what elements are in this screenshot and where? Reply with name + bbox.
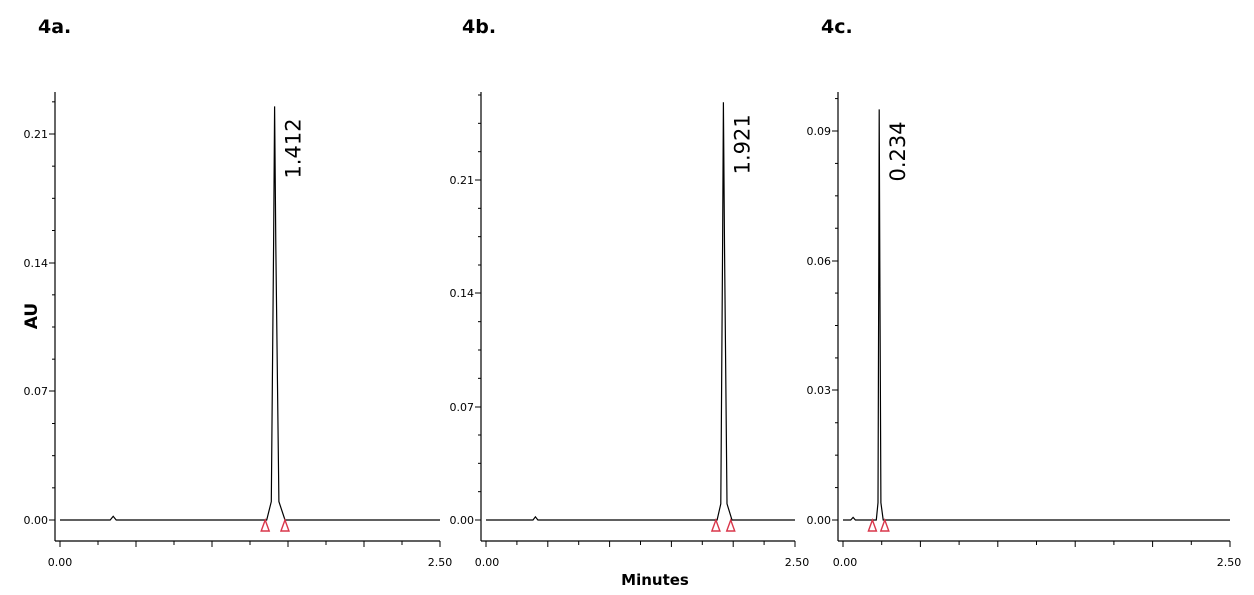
x-tick-label: 0.00 bbox=[48, 556, 73, 569]
x-minor-ticks bbox=[842, 541, 1231, 547]
integration-marker-start bbox=[867, 517, 878, 532]
y-tick-label: 0.07 bbox=[24, 385, 49, 398]
panel-label-4b: 4b. bbox=[462, 16, 496, 38]
y-tick-label: 0.21 bbox=[24, 128, 49, 141]
integration-marker-start bbox=[710, 517, 721, 532]
y-tick-label: 0.00 bbox=[450, 514, 475, 527]
x-tick-label: 2.50 bbox=[428, 556, 453, 569]
panel-label-4a: 4a. bbox=[38, 16, 71, 38]
y-minor-ticks bbox=[478, 94, 481, 493]
panel-4b: 4b. 0.00 0.07 0.14 0.21 0.00 2.50 Minute… bbox=[450, 16, 810, 589]
integration-marker-start bbox=[260, 517, 271, 532]
x-tick-label: 2.50 bbox=[785, 556, 810, 569]
y-tick-label: 0.00 bbox=[807, 514, 832, 527]
y-minor-ticks bbox=[835, 98, 838, 489]
x-tick-label: 2.50 bbox=[1217, 556, 1242, 569]
y-tick-label: 0.06 bbox=[807, 255, 832, 268]
peak-retention-label: 1.921 bbox=[730, 114, 754, 174]
y-tick-label: 0.14 bbox=[450, 287, 475, 300]
y-tick-label: 0.21 bbox=[450, 174, 475, 187]
y-tick-label: 0.07 bbox=[450, 401, 475, 414]
y-tick-label: 0.14 bbox=[24, 257, 49, 270]
x-minor-ticks bbox=[59, 541, 441, 547]
integration-marker-end bbox=[279, 517, 290, 532]
chromatogram-trace bbox=[486, 102, 795, 521]
panel-label-4c: 4c. bbox=[821, 16, 853, 38]
integration-marker-end bbox=[725, 517, 736, 532]
y-tick-label: 0.00 bbox=[24, 514, 49, 527]
integration-marker-end bbox=[879, 517, 890, 532]
peak-retention-label: 1.412 bbox=[282, 118, 306, 178]
y-axis-title: AU bbox=[22, 303, 42, 329]
y-minor-ticks bbox=[52, 101, 55, 489]
chromatogram-trace bbox=[843, 109, 1230, 521]
x-tick-label: 0.00 bbox=[833, 556, 858, 569]
panel-4a: 4a. AU 0.00 0.07 0.14 0.21 0.00 2.50 1.4… bbox=[22, 16, 452, 569]
chromatogram-trace bbox=[60, 106, 440, 521]
x-minor-ticks bbox=[485, 541, 796, 547]
y-tick-label: 0.09 bbox=[807, 125, 832, 138]
x-axis-title: Minutes bbox=[621, 571, 689, 589]
y-tick-label: 0.03 bbox=[807, 384, 832, 397]
panel-4c: 4c. 0.00 0.03 0.06 0.09 0.00 2.50 0.234 bbox=[807, 16, 1242, 569]
x-tick-label: 0.00 bbox=[475, 556, 500, 569]
peak-retention-label: 0.234 bbox=[886, 121, 910, 181]
